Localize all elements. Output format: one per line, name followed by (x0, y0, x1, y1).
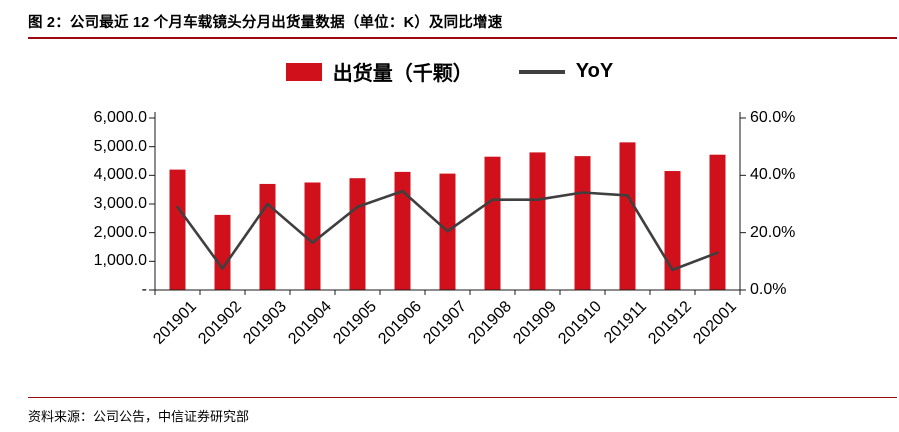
y-left-tick-label: 5,000.0 (93, 137, 147, 155)
bar-202001 (709, 154, 726, 290)
plot-svg (149, 112, 746, 295)
y-right-tick-label: 60.0% (750, 109, 796, 126)
figure-title: 图 2：公司最近 12 个月车载镜头分月出货量数据（单位：K）及同比增速 (28, 15, 503, 31)
bar-201912 (664, 171, 681, 290)
bar-201909 (529, 152, 546, 290)
y-left-tick-label: - (141, 281, 147, 298)
footer-divider (28, 397, 897, 398)
bar-201908 (484, 156, 501, 290)
bar-201910 (574, 156, 591, 290)
bar-201901 (169, 169, 186, 290)
yoy-line (176, 189, 719, 272)
legend-item-line: YoY (518, 60, 614, 83)
chart: 6,000.0 5,000.0 4,000.0 3,000.0 2,000.0 1,000… (0, 100, 899, 380)
y-left-tick-label: 1,000.0 (93, 252, 147, 270)
legend-bar-label: 出货量（千颗） (332, 63, 473, 85)
legend-bar-swatch (285, 62, 322, 81)
chart-legend: 出货量（千颗） YoY (0, 57, 899, 86)
bar-201902 (214, 214, 231, 290)
title-divider (28, 37, 897, 39)
bar-201906 (394, 171, 411, 290)
y-left-tick-label: 3,000.0 (93, 195, 147, 212)
legend-line-label: YoY (575, 60, 614, 82)
legend-line-swatch (518, 69, 565, 74)
y-right-tick-label: 0.0% (750, 281, 787, 298)
y-left-tick-label: 4,000.0 (93, 166, 147, 184)
y-right-tick-label: 20.0% (750, 223, 796, 241)
y-left-tick-label: 2,000.0 (93, 223, 147, 241)
y-left-tick-label: 6,000.0 (93, 109, 147, 126)
bar-201905 (349, 178, 366, 290)
bar-201911 (619, 142, 636, 290)
y-right-tick-label: 40.0% (750, 166, 796, 184)
source-note: 资料来源：公司公告，中信证券研究部 (28, 409, 250, 424)
bar-201904 (304, 182, 321, 290)
bar-201903 (259, 183, 276, 290)
legend-item-bars: 出货量（千颗） (285, 57, 473, 86)
